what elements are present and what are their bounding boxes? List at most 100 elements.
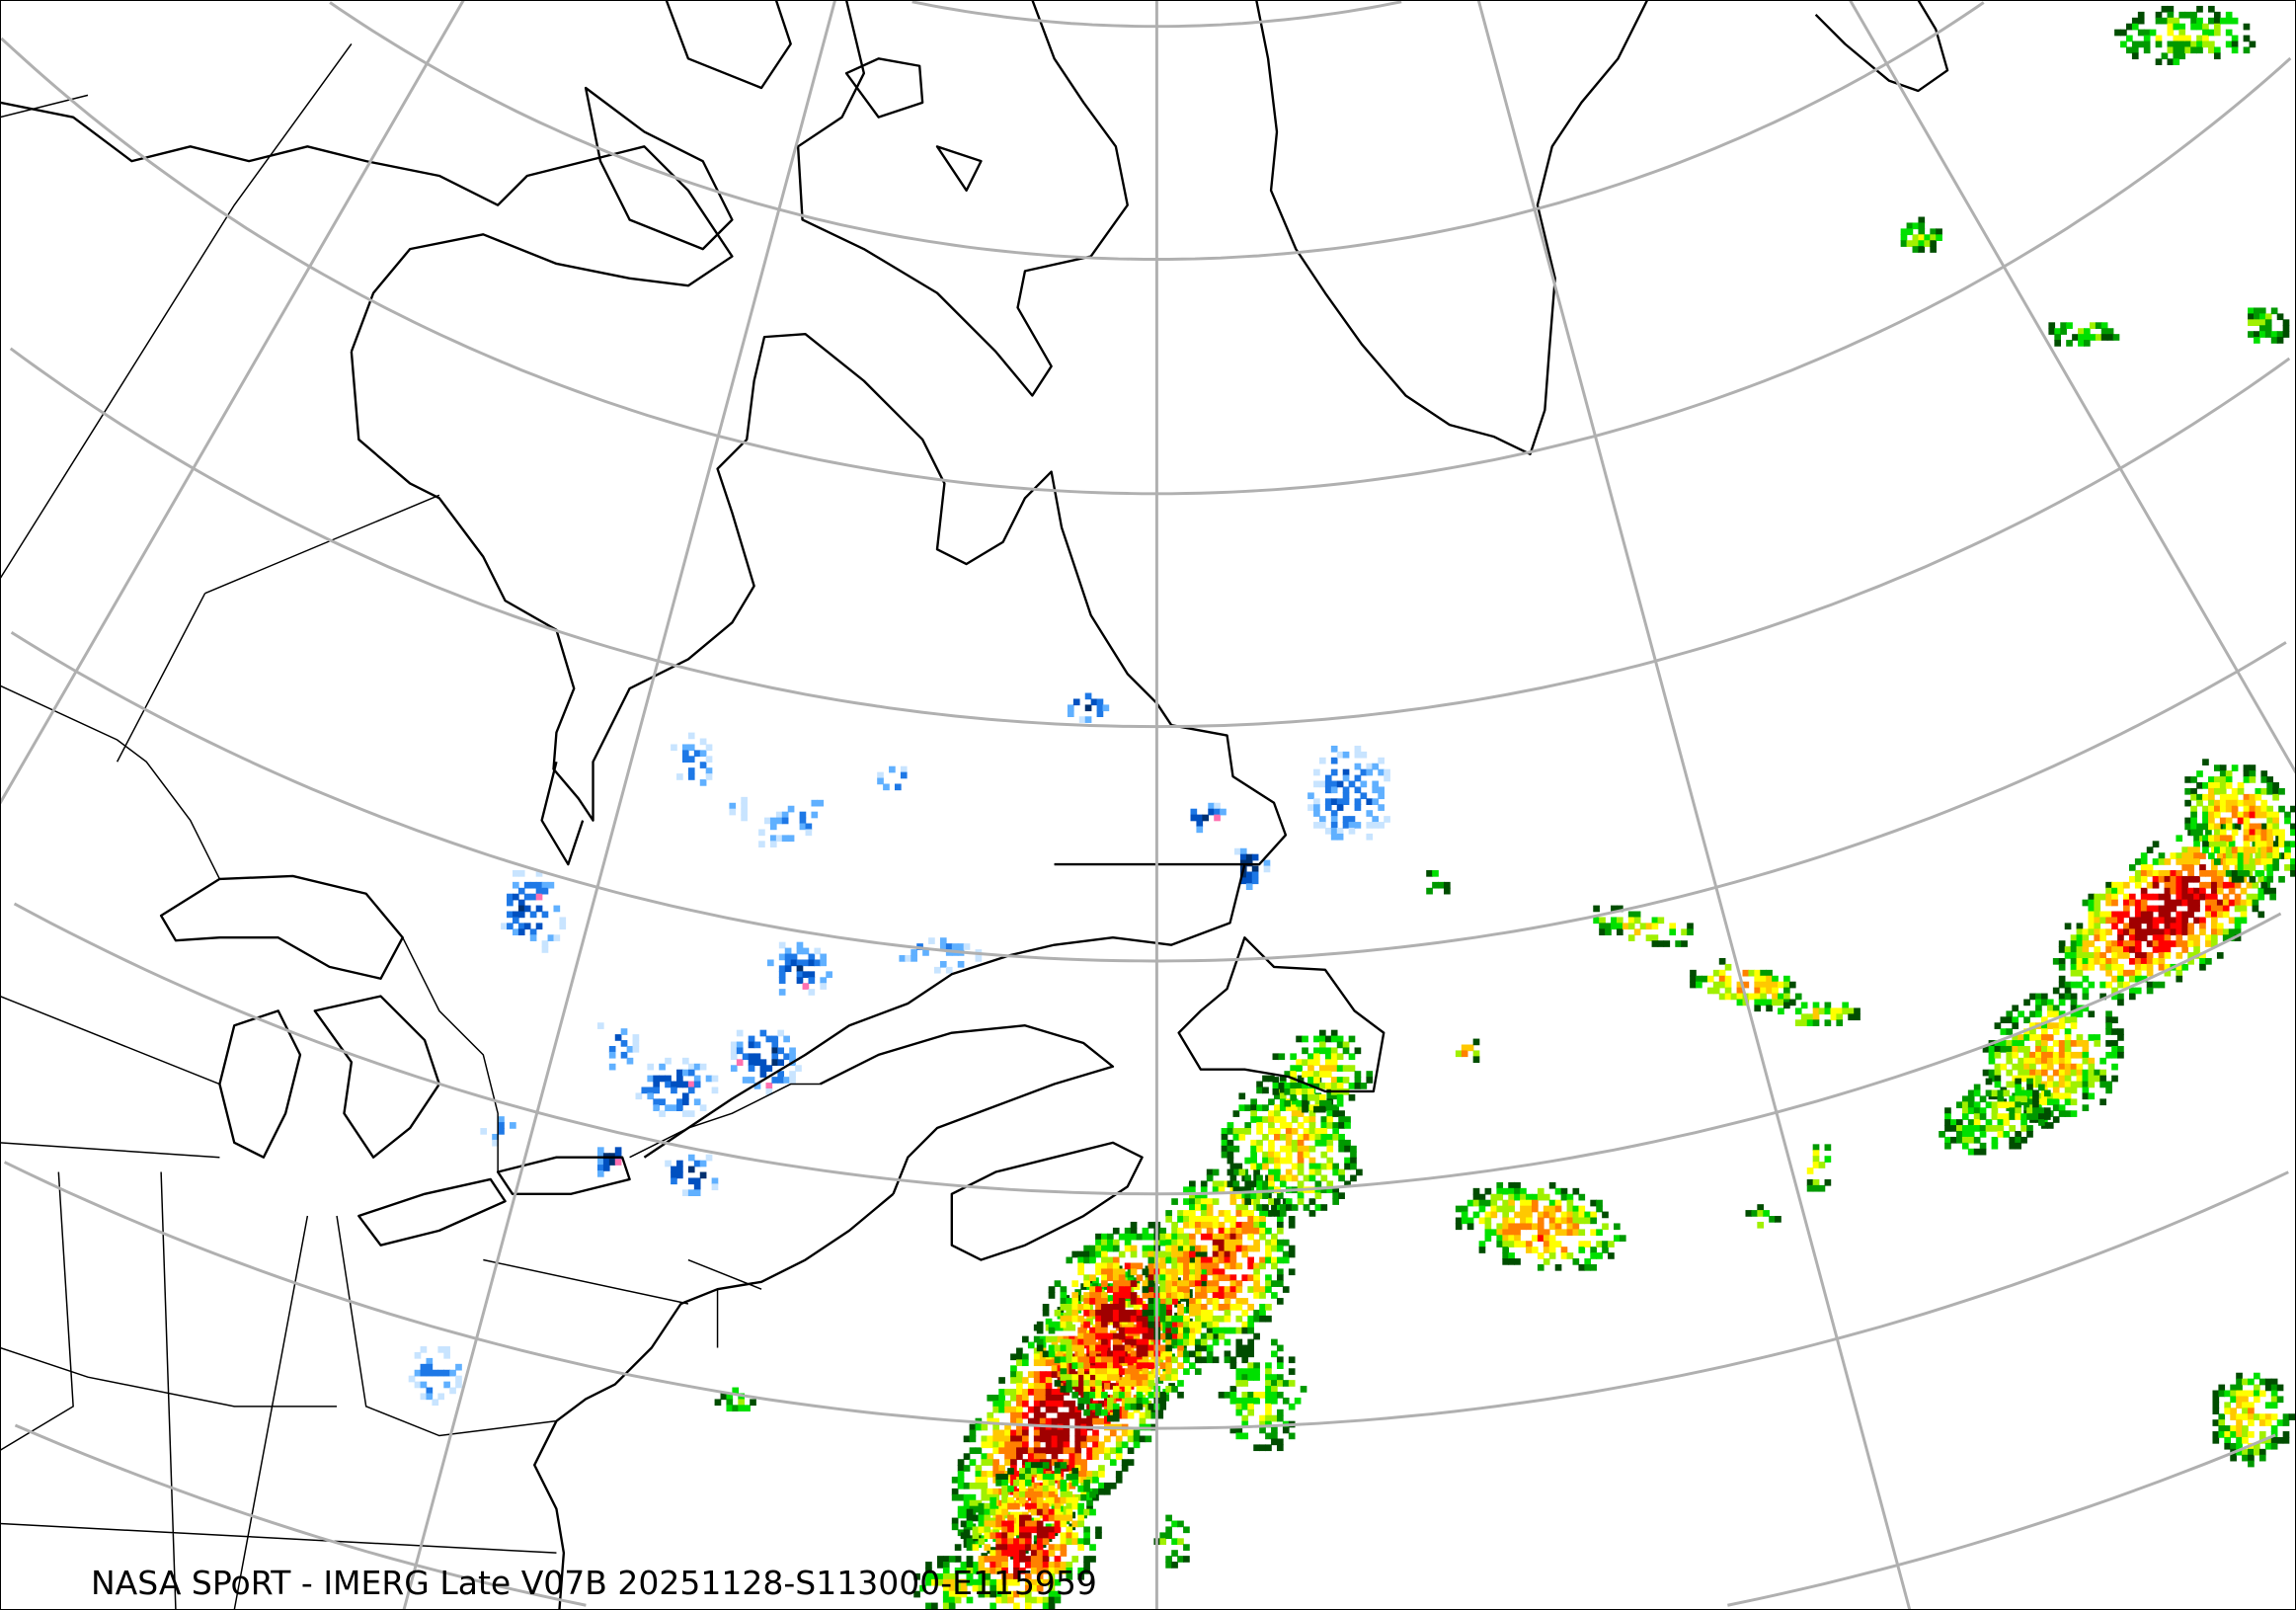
precip-cell	[2146, 957, 2154, 965]
precip-cell	[1136, 1338, 1144, 1346]
precip-cell	[1086, 1447, 1093, 1455]
precip-cell	[1066, 1350, 1073, 1358]
precip-cell	[2181, 963, 2189, 971]
precip-cell	[2023, 1028, 2030, 1035]
precip-cell	[2088, 940, 2096, 947]
precip-cell	[1159, 1397, 1167, 1405]
precip-cell	[1247, 1374, 1255, 1381]
precip-cell	[1130, 1245, 1138, 1252]
precip-cell	[1007, 1590, 1014, 1598]
precip-cell	[2134, 875, 2142, 883]
precip-cell	[1010, 1441, 1017, 1449]
precip-cell	[2082, 975, 2090, 983]
precip-cell	[1348, 822, 1356, 829]
precip-cell	[1083, 1508, 1090, 1516]
precip-cell	[1148, 1344, 1155, 1352]
precip-cell	[1602, 1241, 1609, 1248]
precip-cell	[414, 1381, 422, 1389]
precip-cell	[1259, 1444, 1266, 1452]
precip-cell	[1001, 1532, 1008, 1540]
precip-cell	[1060, 1544, 1068, 1551]
precip-cell	[1229, 1397, 1237, 1405]
precip-cell	[2249, 799, 2256, 807]
precip-cell	[1918, 222, 1926, 230]
precip-cell	[1024, 1468, 1032, 1475]
precip-cell	[507, 893, 514, 901]
precip-cell	[957, 1459, 965, 1466]
precip-cell	[1083, 1538, 1090, 1545]
precip-cell	[2164, 870, 2172, 877]
precip-cell	[1259, 1227, 1266, 1235]
precip-cell	[1089, 1298, 1096, 1305]
precip-cell	[1060, 1374, 1068, 1381]
precip-cell	[2064, 1063, 2072, 1071]
precip-cell	[1220, 808, 1227, 816]
precip-cell	[1221, 1128, 1228, 1135]
precip-cell	[1478, 1217, 1486, 1225]
precip-cell	[1013, 1538, 1020, 1545]
precip-cell	[1253, 1362, 1260, 1370]
hudson-bay-coast	[350, 332, 1288, 866]
precip-cell	[1106, 1262, 1114, 1270]
precip-cell	[1247, 1344, 1255, 1352]
precip-cell	[2243, 858, 2251, 865]
precip-cell	[1241, 1432, 1249, 1440]
precip-cell	[2155, 17, 2163, 25]
precip-cell	[2222, 864, 2230, 871]
precip-cell	[1106, 1332, 1114, 1340]
precip-cell	[2190, 793, 2197, 801]
precip-cell	[2210, 905, 2218, 913]
precip-cell	[1212, 1180, 1220, 1188]
precip-cell	[1250, 1098, 1257, 1106]
precip-cell	[1083, 1409, 1090, 1416]
precip-cell	[1961, 1125, 1969, 1132]
precip-cell	[1265, 1409, 1272, 1416]
precip-cell	[2282, 331, 2290, 338]
precip-cell	[1244, 1128, 1252, 1135]
precip-cell	[1508, 1252, 1515, 1259]
precip-cell	[2140, 952, 2148, 959]
precip-cell	[1083, 1567, 1090, 1574]
precip-cell	[2026, 1107, 2033, 1114]
precip-cell	[960, 1584, 968, 1592]
precip-cell	[1004, 1400, 1011, 1408]
precip-cell	[2046, 999, 2054, 1006]
precip-cell	[769, 841, 777, 848]
precip-cell	[1036, 1338, 1044, 1346]
precip-cell	[1296, 1083, 1303, 1089]
precip-cell	[1200, 1186, 1208, 1194]
precip-cell	[1165, 1216, 1172, 1223]
precip-cell	[1537, 1187, 1544, 1195]
precip-cell	[1979, 1125, 1987, 1132]
precip-cell	[1171, 1562, 1178, 1569]
precip-cell	[2205, 934, 2212, 941]
precip-cell	[2146, 987, 2154, 995]
precip-cell	[1578, 1217, 1586, 1225]
precip-cell	[2170, 899, 2177, 907]
precip-cell	[1342, 1041, 1350, 1049]
precip-cell	[2222, 899, 2230, 907]
precip-cell	[559, 917, 567, 925]
precip-cell	[1130, 1268, 1138, 1276]
precip-cell	[1336, 798, 1344, 805]
precip-cell	[1101, 1327, 1108, 1334]
precip-cell	[1171, 1239, 1178, 1247]
precip-cell	[2222, 905, 2230, 913]
precip-cell	[2260, 799, 2268, 807]
precip-cell	[1950, 1125, 1957, 1132]
precip-cell	[2070, 993, 2078, 1001]
precip-cell	[1130, 1250, 1138, 1258]
precip-cell	[1124, 1386, 1132, 1393]
precip-cell	[2018, 1057, 2024, 1065]
precip-cell	[2236, 1378, 2243, 1386]
precip-cell	[1290, 1093, 1298, 1101]
precip-cell	[2270, 1378, 2278, 1386]
precip-cell	[1124, 1227, 1132, 1235]
precip-cell	[992, 1406, 999, 1413]
precip-cell	[2023, 1016, 2030, 1023]
precip-cell	[1060, 1344, 1068, 1352]
precip-cell	[1584, 1211, 1592, 1219]
precip-cell	[1939, 1131, 1945, 1138]
precip-cell	[1177, 1262, 1184, 1270]
precip-cell	[736, 1047, 744, 1055]
